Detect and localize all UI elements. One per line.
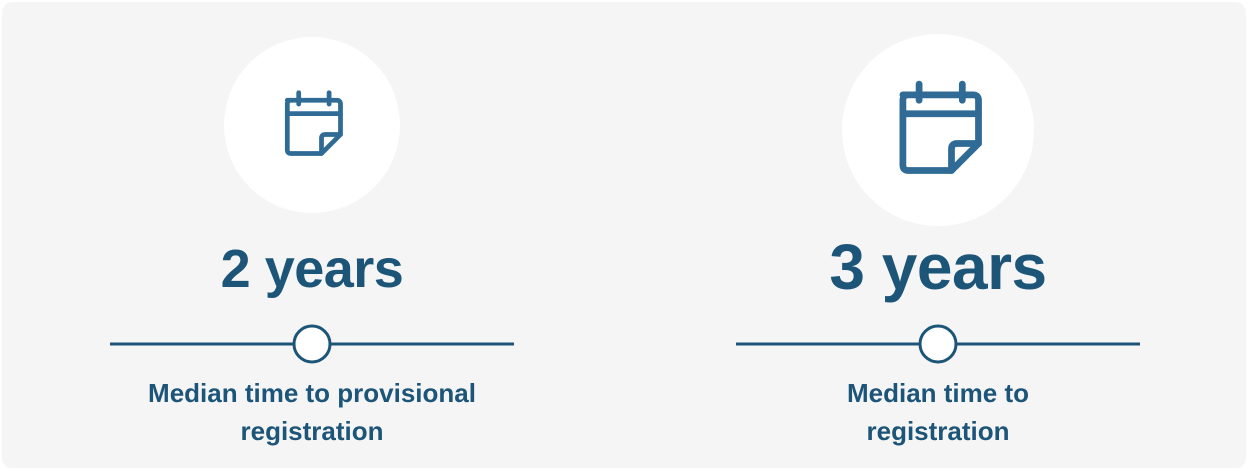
icon-circle — [224, 37, 400, 213]
stat-item: 3 years Median time to registration — [736, 2, 1140, 468]
stat-value: 2 years — [220, 239, 404, 299]
stat-label: Median time to provisional registration — [148, 378, 476, 446]
divider — [736, 324, 1140, 364]
stat-value: 3 years — [829, 231, 1047, 303]
stat-item: 2 years Median time to provisional regis… — [110, 2, 514, 468]
calendar-icon — [284, 90, 343, 156]
stat-label: Median time to registration — [846, 378, 1029, 446]
divider — [110, 324, 514, 364]
icon-circle — [842, 34, 1034, 226]
calendar-icon — [899, 80, 982, 174]
